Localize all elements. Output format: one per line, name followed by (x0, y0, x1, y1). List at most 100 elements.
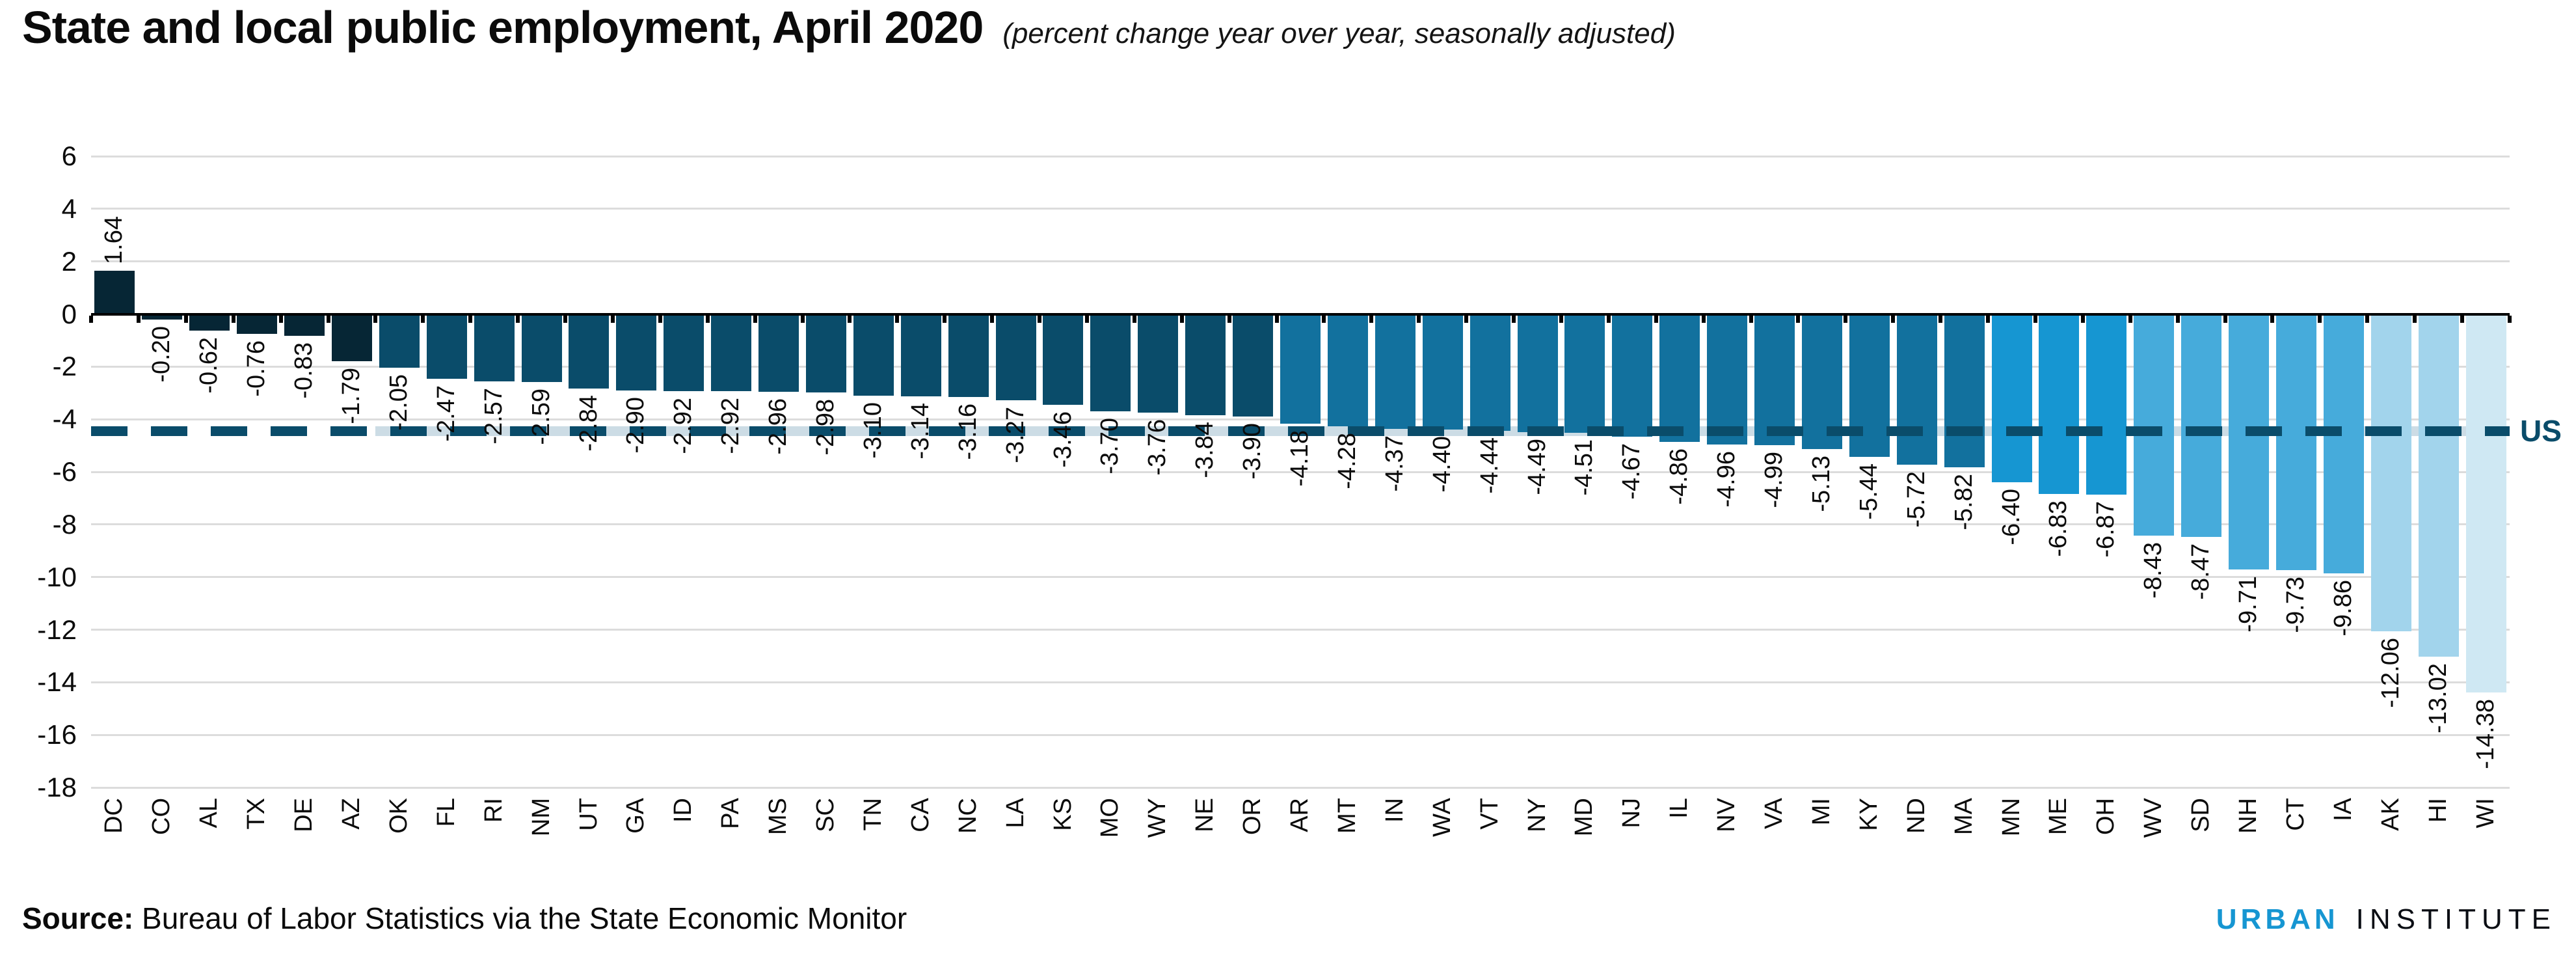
bar-GA (616, 314, 657, 390)
x-axis-label: DC (100, 798, 128, 834)
x-axis-tick (1606, 315, 1611, 323)
bar-value-label: -0.62 (195, 336, 223, 394)
bar-value-label: -3.70 (1096, 418, 1124, 474)
x-axis-tick (468, 315, 473, 323)
x-axis-label: WV (2140, 798, 2167, 838)
bar-value-label-wrap: -5.44 (1849, 463, 1890, 520)
x-axis-label-wrap: AK (2371, 798, 2411, 831)
page-subtitle: (percent change year over year, seasonal… (1002, 18, 1676, 49)
bar-value-label: -5.82 (1950, 473, 1978, 530)
x-axis-label: ID (669, 798, 697, 823)
x-axis-label-wrap: KY (1849, 798, 1890, 831)
y-axis-label: 4 (61, 193, 77, 224)
x-axis-tick (1274, 315, 1279, 323)
bar-MA (1944, 314, 1985, 467)
x-axis-tick (753, 315, 757, 323)
x-axis-label-wrap: IL (1659, 798, 1700, 819)
bar-value-label: -2.98 (812, 398, 840, 456)
x-axis-label: MS (764, 798, 792, 835)
bar-value-label: -5.72 (1902, 471, 1930, 528)
bar-ME (2039, 314, 2080, 494)
x-axis-label: CA (906, 798, 934, 832)
x-axis-tick (2318, 315, 2322, 323)
bar-value-label-wrap: -4.44 (1470, 437, 1510, 494)
bar-value-label: -4.67 (1618, 443, 1646, 500)
gridline (91, 523, 2510, 526)
x-axis-label: OH (2092, 798, 2120, 835)
bar-CA (900, 314, 941, 397)
bar-AR (1280, 314, 1321, 424)
x-axis-label-wrap: DE (284, 798, 325, 832)
logo-institute: INSTITUTE (2355, 903, 2556, 935)
x-axis-label-wrap: OH (2086, 798, 2127, 835)
x-axis-label-wrap: VT (1470, 798, 1510, 830)
bar-value-label-wrap: -4.18 (1280, 430, 1321, 487)
x-axis-label: WI (2471, 798, 2499, 828)
bar-value-label: -4.86 (1665, 448, 1693, 505)
x-axis-tick (2270, 315, 2275, 323)
x-axis-label-wrap: SD (2181, 798, 2221, 832)
bar-value-label-wrap: -5.13 (1802, 456, 1842, 512)
y-axis-label: -12 (37, 614, 77, 645)
x-axis-label: MD (1570, 798, 1598, 837)
x-axis-label-wrap: OR (1233, 798, 1273, 835)
bar-SD (2181, 314, 2222, 537)
bar-NM (521, 314, 562, 383)
x-axis-tick (1654, 315, 1658, 323)
x-axis-label-wrap: NV (1707, 798, 1747, 832)
bar-value-label-wrap: -2.92 (664, 398, 704, 454)
bar-value-label: -2.92 (717, 397, 745, 454)
bar-IA (2323, 314, 2364, 573)
x-axis-label: PA (717, 798, 745, 829)
bar-value-label-wrap: -0.83 (284, 342, 325, 399)
x-axis-label: OR (1239, 798, 1267, 835)
x-axis-tick (1464, 315, 1469, 323)
bar-NC (948, 314, 989, 398)
x-axis-label-wrap: NY (1518, 798, 1558, 832)
bar-KS (1043, 314, 1084, 405)
bar-value-label-wrap: -6.87 (2086, 501, 2127, 558)
bar-value-label: -2.47 (432, 385, 460, 442)
bar-AL (189, 314, 230, 331)
x-axis-label-wrap: DC (94, 798, 135, 834)
x-axis-label-wrap: NE (1185, 798, 1226, 832)
source-note: Source: Bureau of Labor Statistics via t… (22, 901, 907, 936)
x-axis-label-wrap: TN (853, 798, 894, 831)
x-axis-label-wrap: CO (142, 798, 182, 835)
bar-NY (1517, 314, 1558, 432)
bar-AZ (331, 314, 372, 361)
bar-value-label: -2.57 (479, 388, 507, 445)
x-axis-label: IA (2329, 798, 2357, 821)
bar-value-label: -3.16 (954, 404, 982, 460)
x-axis-label: MN (1997, 798, 2025, 837)
zero-axis-line (91, 312, 2510, 316)
bar-NH (2229, 314, 2270, 569)
bar-value-label: -3.90 (1239, 423, 1267, 480)
bar-value-label: -3.27 (1001, 406, 1029, 463)
x-axis-label: AR (1286, 798, 1314, 832)
x-axis-label: IN (1380, 798, 1408, 823)
x-axis-tick (1891, 315, 1896, 323)
x-axis-label: MO (1096, 798, 1124, 838)
bar-AK (2370, 314, 2411, 631)
y-axis-label: -18 (37, 772, 77, 802)
bar-value-label-wrap: -2.47 (427, 385, 467, 442)
x-axis-label: HI (2424, 798, 2452, 823)
x-axis-label-wrap: WY (1138, 798, 1178, 838)
x-axis-tick (2128, 315, 2132, 323)
x-axis-tick (516, 315, 520, 323)
x-axis-label-wrap: HI (2419, 798, 2459, 823)
bar-value-label: -4.28 (1333, 433, 1361, 490)
bar-value-label-wrap: -0.62 (189, 337, 230, 394)
bar-value-label: -13.02 (2424, 663, 2452, 733)
bar-value-label-wrap: -2.90 (616, 397, 656, 454)
gridline (91, 155, 2510, 157)
x-axis-label-wrap: SC (806, 798, 846, 832)
x-axis-label: GA (622, 798, 650, 834)
source-text: Bureau of Labor Statistics via the State… (142, 901, 907, 935)
bar-value-label: -2.05 (384, 374, 412, 431)
bar-value-label-wrap: -3.16 (948, 404, 989, 460)
x-axis-label: TX (243, 798, 271, 830)
bar-value-label: -3.84 (1191, 421, 1219, 478)
x-axis-label-wrap: MO (1090, 798, 1131, 838)
